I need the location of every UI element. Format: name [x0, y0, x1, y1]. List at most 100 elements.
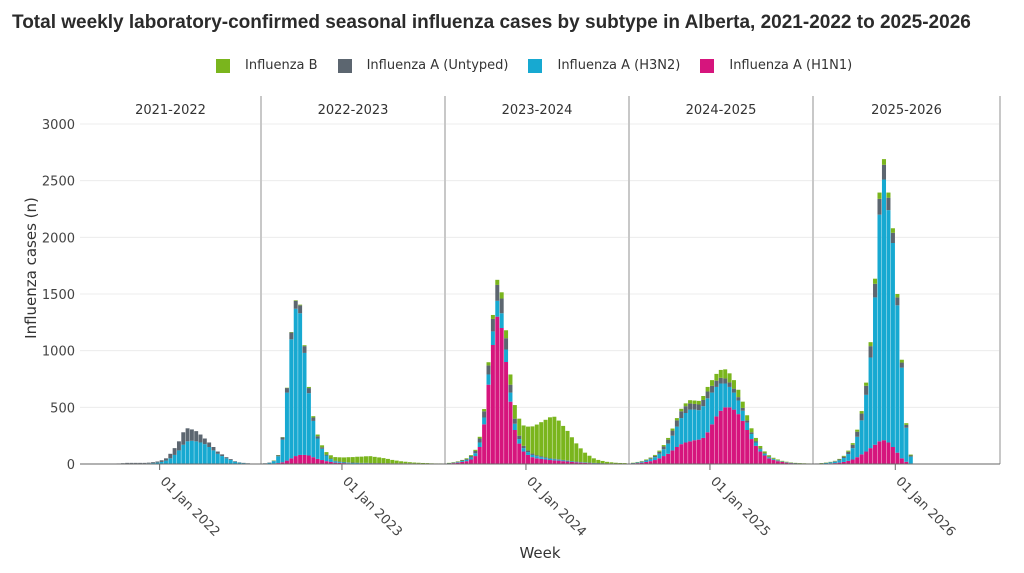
bar-segment[interactable] — [324, 455, 329, 462]
bar-segment[interactable] — [534, 424, 539, 456]
bar-segment[interactable] — [908, 454, 913, 456]
bar-segment[interactable] — [508, 401, 513, 464]
bar-segment[interactable] — [233, 461, 238, 464]
bar-segment[interactable] — [146, 462, 151, 464]
bar-segment[interactable] — [172, 448, 177, 455]
bar-segment[interactable] — [237, 462, 242, 464]
bar-segment[interactable] — [583, 462, 588, 464]
bar-segment[interactable] — [846, 460, 851, 464]
bar-segment[interactable] — [868, 342, 873, 347]
bar-segment[interactable] — [207, 447, 212, 464]
bar-segment[interactable] — [758, 451, 763, 464]
bar-segment[interactable] — [850, 459, 855, 464]
bar-segment[interactable] — [224, 458, 229, 464]
bar-segment[interactable] — [125, 462, 130, 464]
bar-segment[interactable] — [666, 443, 671, 454]
bar-segment[interactable] — [460, 461, 465, 462]
bar-segment[interactable] — [547, 460, 552, 464]
bar-segment[interactable] — [652, 457, 657, 461]
bar-segment[interactable] — [333, 462, 338, 464]
bar-segment[interactable] — [271, 461, 276, 464]
bar-segment[interactable] — [403, 461, 408, 464]
bar-segment[interactable] — [705, 391, 710, 399]
bar-segment[interactable] — [530, 454, 535, 458]
bar-segment[interactable] — [661, 456, 666, 464]
bar-segment[interactable] — [895, 294, 900, 298]
bar-segment[interactable] — [521, 451, 526, 464]
bar-segment[interactable] — [377, 457, 382, 464]
bar-segment[interactable] — [670, 428, 675, 431]
bar-segment[interactable] — [350, 457, 355, 463]
bar-segment[interactable] — [543, 459, 548, 464]
bar-segment[interactable] — [293, 456, 298, 464]
bar-segment[interactable] — [644, 460, 649, 462]
bar-segment[interactable] — [670, 450, 675, 464]
bar-segment[interactable] — [151, 462, 155, 464]
bar-segment[interactable] — [276, 455, 281, 457]
bar-segment[interactable] — [767, 457, 772, 459]
bar-segment[interactable] — [873, 278, 878, 284]
bar-segment[interactable] — [473, 456, 478, 464]
bar-segment[interactable] — [850, 444, 855, 449]
bar-segment[interactable] — [727, 386, 732, 408]
bar-segment[interactable] — [298, 305, 303, 314]
bar-segment[interactable] — [670, 435, 675, 451]
bar-segment[interactable] — [908, 456, 913, 464]
bar-segment[interactable] — [346, 457, 351, 463]
bar-segment[interactable] — [194, 441, 199, 464]
bar-segment[interactable] — [762, 453, 767, 454]
bar-segment[interactable] — [731, 392, 736, 410]
bar-segment[interactable] — [315, 438, 320, 459]
bar-segment[interactable] — [293, 300, 298, 309]
bar-segment[interactable] — [648, 459, 653, 462]
bar-segment[interactable] — [565, 460, 570, 462]
bar-segment[interactable] — [464, 458, 469, 459]
bar-segment[interactable] — [189, 440, 194, 464]
bar-segment[interactable] — [666, 453, 671, 464]
bar-segment[interactable] — [701, 399, 706, 407]
bar-segment[interactable] — [337, 461, 342, 462]
bar-segment[interactable] — [648, 458, 653, 460]
bar-segment[interactable] — [846, 454, 851, 461]
bar-segment[interactable] — [164, 458, 168, 461]
bar-segment[interactable] — [718, 377, 723, 384]
bar-segment[interactable] — [696, 439, 701, 464]
bar-segment[interactable] — [723, 378, 728, 384]
bar-segment[interactable] — [674, 447, 679, 464]
bar-segment[interactable] — [337, 461, 342, 463]
bar-segment[interactable] — [552, 416, 557, 459]
bar-segment[interactable] — [904, 427, 909, 462]
bar-segment[interactable] — [767, 455, 772, 457]
bar-segment[interactable] — [674, 418, 679, 421]
bar-segment[interactable] — [311, 416, 316, 418]
bar-segment[interactable] — [468, 455, 473, 457]
bar-segment[interactable] — [460, 459, 465, 461]
bar-segment[interactable] — [674, 426, 679, 447]
bar-segment[interactable] — [547, 458, 552, 459]
bar-segment[interactable] — [850, 448, 855, 460]
bar-segment[interactable] — [315, 436, 320, 439]
bar-segment[interactable] — [692, 403, 697, 410]
bar-segment[interactable] — [372, 456, 377, 464]
bar-segment[interactable] — [328, 455, 333, 459]
bar-segment[interactable] — [455, 462, 460, 463]
bar-segment[interactable] — [302, 346, 307, 353]
bar-segment[interactable] — [561, 461, 566, 464]
bar-segment[interactable] — [701, 437, 706, 464]
bar-segment[interactable] — [460, 460, 465, 462]
bar-segment[interactable] — [337, 462, 342, 464]
bar-segment[interactable] — [181, 432, 186, 445]
bar-segment[interactable] — [320, 460, 325, 464]
bar-segment[interactable] — [670, 430, 675, 436]
bar-segment[interactable] — [464, 461, 469, 464]
bar-segment[interactable] — [688, 400, 693, 404]
bar-segment[interactable] — [284, 388, 289, 393]
bar-segment[interactable] — [877, 192, 882, 199]
bar-segment[interactable] — [841, 461, 846, 464]
bar-segment[interactable] — [873, 444, 878, 464]
bar-segment[interactable] — [280, 437, 285, 440]
bar-segment[interactable] — [482, 417, 487, 425]
bar-segment[interactable] — [696, 404, 701, 411]
bar-segment[interactable] — [864, 382, 869, 386]
bar-segment[interactable] — [710, 424, 715, 464]
